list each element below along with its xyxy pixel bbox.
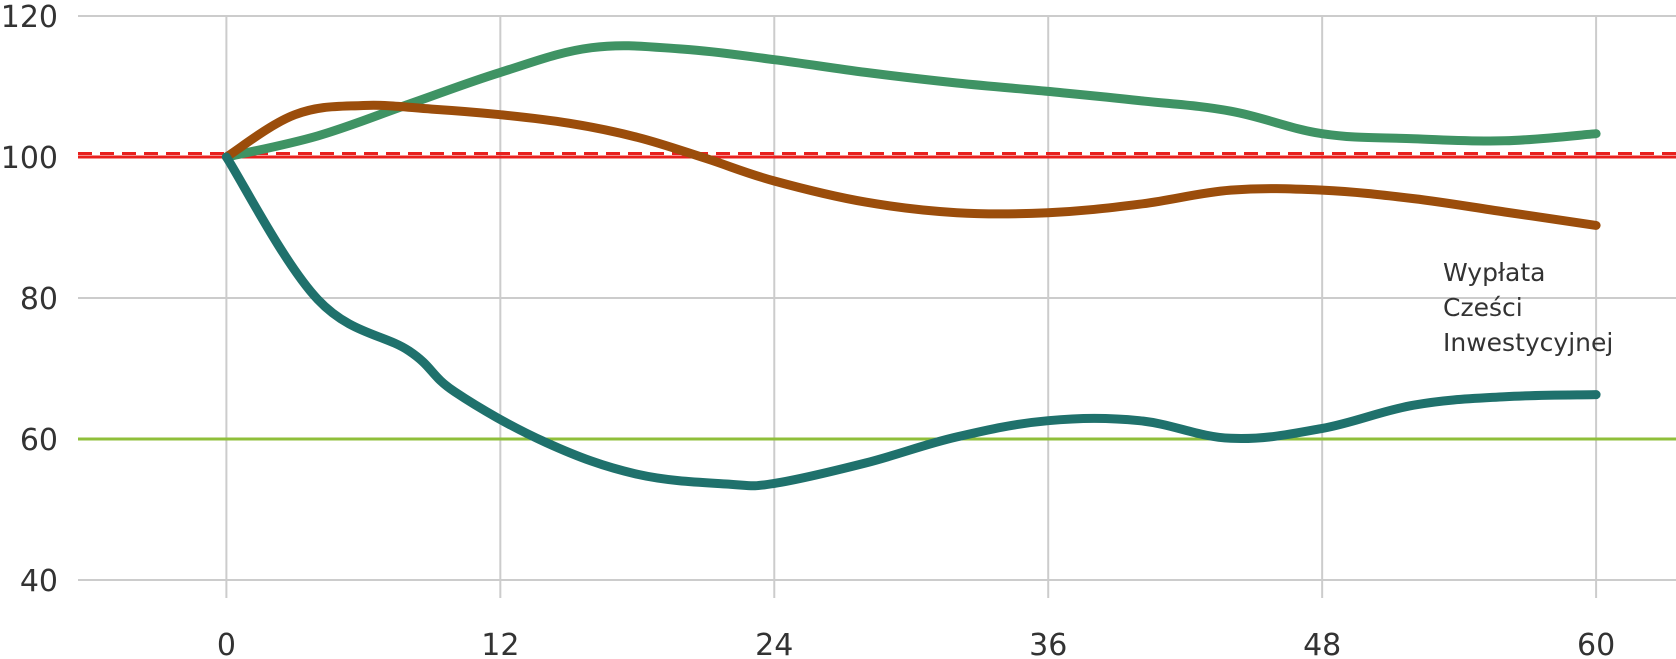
- x-tick-label: 60: [1577, 628, 1615, 659]
- series-line-1: [221, 41, 1601, 162]
- series-line-3: [221, 152, 1601, 491]
- annotation-text: Wypłata Cześci Inwestycyjnej: [1443, 258, 1613, 357]
- x-tick-label: 36: [1029, 628, 1067, 659]
- x-tick-label: 24: [755, 628, 793, 659]
- y-tick-label: 80: [20, 282, 58, 317]
- grid: [78, 15, 1676, 598]
- x-tick-label: 12: [481, 628, 519, 659]
- y-tick-label: 100: [1, 141, 58, 176]
- y-tick-label: 120: [1, 0, 58, 35]
- annotation-line: Wypłata: [1443, 258, 1546, 287]
- reference-lines: [78, 151, 1676, 441]
- y-tick-label: 40: [20, 564, 58, 599]
- x-tick-label: 48: [1303, 628, 1341, 659]
- series-line-2: [221, 100, 1601, 230]
- annotation-line: Inwestycyjnej: [1443, 328, 1613, 357]
- annotation-line: Cześci: [1443, 293, 1523, 322]
- series-lines: [221, 41, 1601, 491]
- x-tick-label: 0: [217, 628, 236, 659]
- axis-labels: 40 60 80 100 120 0 12 24 36 48 60: [1, 0, 1615, 659]
- y-tick-label: 60: [20, 423, 58, 458]
